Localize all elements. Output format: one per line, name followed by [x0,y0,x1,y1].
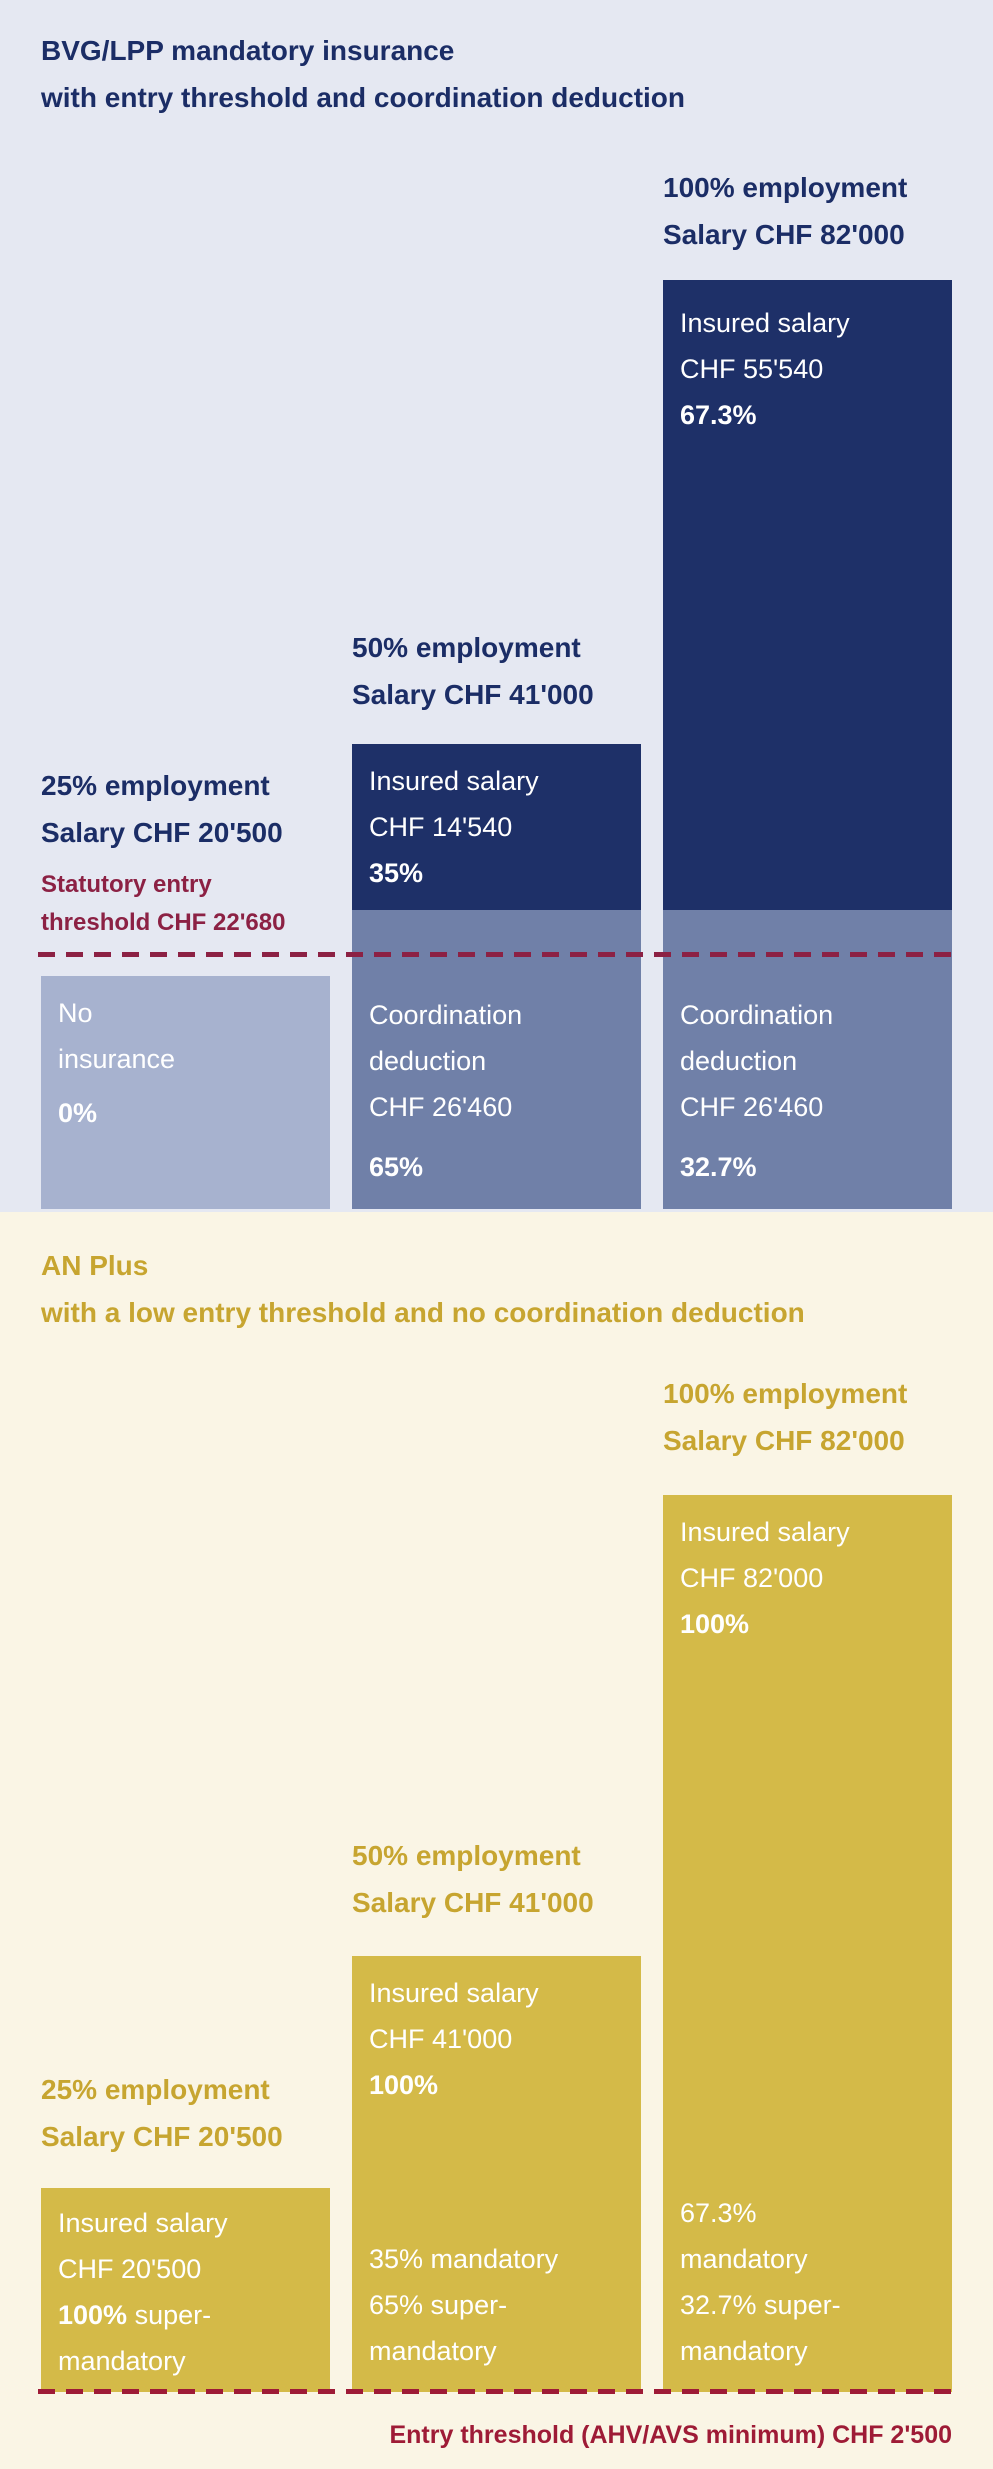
column-header-100pct: 100% employment Salary CHF 82'000 [663,164,963,258]
mandatory-split-100pct: 67.3% mandatory 32.7% super- mandatory [680,2190,942,2374]
salary-label: Salary CHF 82'000 [663,1425,905,1456]
employment-label: 25% employment [41,2074,270,2105]
split-line: 67.3% [680,2198,757,2228]
bvg-title-line2: with entry threshold and coordination de… [41,82,685,113]
insured-salary-percent: 35% [369,858,424,888]
insured-salary-label: Insured salary [369,766,539,796]
salary-label: Salary CHF 20'500 [41,817,283,848]
split-line: mandatory [680,2244,808,2274]
coordination-percent: 32.7% [680,1152,757,1182]
insured-salary-percent: 100% [369,2070,439,2100]
employment-label: 100% employment [663,172,908,203]
bar-anplus-insured-25pct: Insured salary CHF 20'500 100% super- ma… [41,2188,330,2392]
entry-threshold-label: Entry threshold (AHV/AVS minimum) CHF 2'… [389,2421,952,2449]
split-line: 35% mandatory [369,2244,559,2274]
insured-salary-label: Insured salary [369,1978,539,2008]
insured-salary-amount: CHF 41'000 [369,2024,513,2054]
split-line: 100% super- [58,2292,318,2338]
bar-insured-salary-50pct: Insured salary CHF 14'540 35% [352,744,641,910]
split-percent: 100% [58,2300,128,2330]
insured-salary-label: Insured salary [680,308,850,338]
anplus-title-line1: AN Plus [41,1250,149,1281]
anplus-title: AN Plus with a low entry threshold and n… [41,1242,961,1336]
split-line: mandatory [369,2336,497,2366]
insured-salary-amount: CHF 82'000 [680,1563,824,1593]
coordination-label: Coordination [680,1000,834,1030]
coordination-amount: CHF 26'460 [369,1092,513,1122]
statutory-entry-threshold-label: Statutory entry threshold CHF 22'680 [41,866,341,942]
no-insurance-label: No [58,998,93,1028]
split-line: 32.7% super- [680,2290,841,2320]
bar-anplus-insured-100pct: Insured salary CHF 82'000 100% 67.3% man… [663,1495,952,2392]
insured-salary-label: Insured salary [680,1517,850,1547]
salary-label: Salary CHF 41'000 [352,679,594,710]
employment-label: 100% employment [663,1378,908,1409]
no-insurance-percent: 0% [58,1098,98,1128]
split-line: 65% super- [369,2290,508,2320]
anplus-title-line2: with a low entry threshold and no coordi… [41,1297,805,1328]
entry-threshold-dashed-line [38,2389,952,2394]
threshold-label-line1: Statutory entry [41,871,212,898]
coordination-amount: CHF 26'460 [680,1092,824,1122]
employment-label: 50% employment [352,632,581,663]
employment-label: 25% employment [41,770,270,801]
employment-label: 50% employment [352,1840,581,1871]
anplus-column-header-25pct: 25% employment Salary CHF 20'500 [41,2066,341,2160]
insured-salary-amount: CHF 14'540 [369,812,513,842]
bar-coordination-deduction-50pct: Coordination deduction CHF 26'460 65% [352,910,641,1209]
column-header-50pct: 50% employment Salary CHF 41'000 [352,624,652,718]
insured-salary-label: Insured salary [58,2208,228,2238]
salary-label: Salary CHF 82'000 [663,219,905,250]
split-line: mandatory [680,2336,808,2366]
coordination-percent: 65% [369,1152,424,1182]
salary-label: Salary CHF 41'000 [352,1887,594,1918]
split-line: mandatory [58,2346,186,2376]
insured-salary-amount: CHF 55'540 [680,354,824,384]
coordination-label2: deduction [369,1046,487,1076]
bar-no-insurance-25pct: No insurance 0% [41,976,330,1209]
coordination-label: Coordination [369,1000,523,1030]
bvg-title: BVG/LPP mandatory insurance with entry t… [41,27,685,121]
threshold-label-line2: threshold CHF 22'680 [41,909,286,936]
anplus-column-header-50pct: 50% employment Salary CHF 41'000 [352,1832,652,1926]
column-header-25pct: 25% employment Salary CHF 20'500 [41,762,341,856]
bar-insured-salary-100pct: Insured salary CHF 55'540 67.3% [663,280,952,910]
insured-salary-percent: 67.3% [680,400,757,430]
no-insurance-label2: insurance [58,1044,176,1074]
bvg-section: BVG/LPP mandatory insurance with entry t… [0,0,993,1212]
insured-salary-amount: CHF 20'500 [58,2254,202,2284]
bar-coordination-deduction-100pct: Coordination deduction CHF 26'460 32.7% [663,910,952,1209]
mandatory-split-50pct: 35% mandatory 65% super- mandatory [369,2236,631,2374]
coordination-label2: deduction [680,1046,798,1076]
split-tail: super- [127,2300,212,2330]
insured-salary-percent: 100% [680,1609,750,1639]
salary-label: Salary CHF 20'500 [41,2121,283,2152]
statutory-threshold-dashed-line [38,952,952,957]
bar-anplus-insured-50pct: Insured salary CHF 41'000 100% 35% manda… [352,1956,641,2392]
anplus-column-header-100pct: 100% employment Salary CHF 82'000 [663,1370,963,1464]
bvg-title-line1: BVG/LPP mandatory insurance [41,35,455,66]
